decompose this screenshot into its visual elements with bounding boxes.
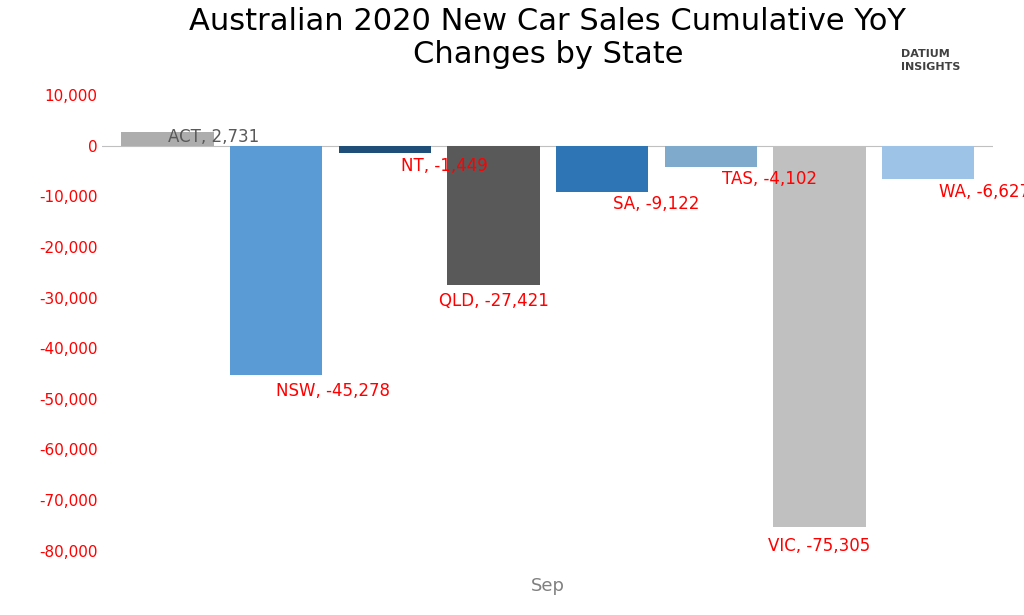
Bar bbox=[665, 146, 757, 167]
X-axis label: Sep: Sep bbox=[530, 577, 565, 595]
Bar bbox=[122, 132, 214, 146]
Text: WA, -6,627: WA, -6,627 bbox=[939, 183, 1024, 201]
Bar bbox=[339, 146, 431, 153]
Text: ACT, 2,731: ACT, 2,731 bbox=[168, 129, 259, 146]
Bar bbox=[556, 146, 648, 192]
Text: DATIUM
INSIGHTS: DATIUM INSIGHTS bbox=[901, 49, 961, 73]
Bar bbox=[773, 146, 865, 527]
Bar bbox=[230, 146, 323, 375]
Title: Australian 2020 New Car Sales Cumulative YoY
Changes by State: Australian 2020 New Car Sales Cumulative… bbox=[189, 7, 906, 69]
Text: QLD, -27,421: QLD, -27,421 bbox=[438, 292, 549, 310]
Bar bbox=[882, 146, 974, 180]
Text: SA, -9,122: SA, -9,122 bbox=[613, 196, 699, 213]
Text: VIC, -75,305: VIC, -75,305 bbox=[768, 537, 870, 555]
Text: NT, -1,449: NT, -1,449 bbox=[401, 157, 487, 175]
Text: TAS, -4,102: TAS, -4,102 bbox=[722, 170, 817, 188]
Bar bbox=[447, 146, 540, 285]
Text: NSW, -45,278: NSW, -45,278 bbox=[276, 383, 390, 400]
